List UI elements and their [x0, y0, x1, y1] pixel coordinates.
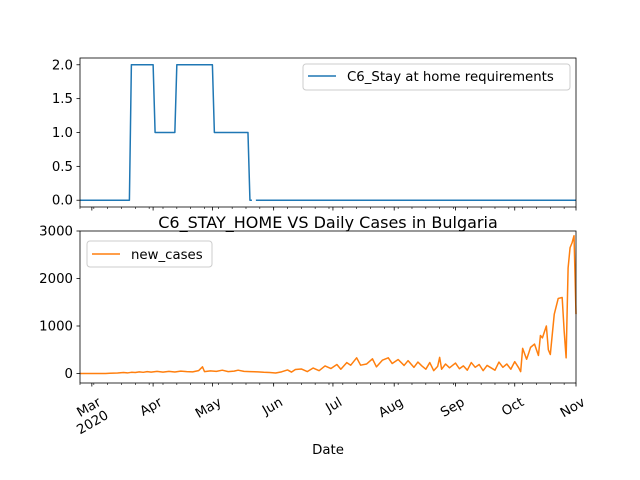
stay-home-axes-frame: [79, 57, 577, 208]
stay-home-legend-label: C6_Stay at home requirements: [347, 70, 554, 85]
stay-home-series-line: [80, 64, 576, 201]
y-tick-label: 1.0: [52, 126, 73, 141]
x-tick-label: Jul: [323, 395, 345, 417]
stay-home-subplot: 0.0 0.5 1.0 1.5 2.0 C6_Stay at home requirem…: [52, 57, 577, 211]
y-tick-label: 3000: [39, 225, 73, 240]
daily-cases-legend-label: new_cases: [131, 248, 203, 263]
daily-cases-y-ticks: 0 1000 2000 3000: [39, 225, 80, 382]
stay-home-legend: C6_Stay at home requirements: [302, 63, 571, 91]
y-tick-label: 2.0: [52, 58, 73, 73]
daily-cases-legend-box: [86, 240, 213, 268]
y-tick-label: 1000: [39, 320, 73, 335]
x-axis-label: Date: [312, 443, 344, 458]
y-tick-label: 0: [65, 367, 73, 382]
stay-home-legend-box: [302, 63, 571, 91]
daily-cases-axes-frame: [79, 230, 577, 384]
y-tick-label: 0.5: [52, 160, 73, 175]
stay-home-y-ticks: 0.0 0.5 1.0 1.5 2.0: [52, 58, 80, 209]
y-tick-label: 1.5: [52, 92, 73, 107]
y-tick-label: 0.0: [52, 194, 73, 209]
y-tick-label: 2000: [39, 272, 73, 287]
chart-title: C6_STAY_HOME VS Daily Cases in Bulgaria: [158, 213, 498, 233]
daily-cases-legend: new_cases: [86, 240, 213, 268]
daily-cases-series-line: [80, 235, 577, 375]
